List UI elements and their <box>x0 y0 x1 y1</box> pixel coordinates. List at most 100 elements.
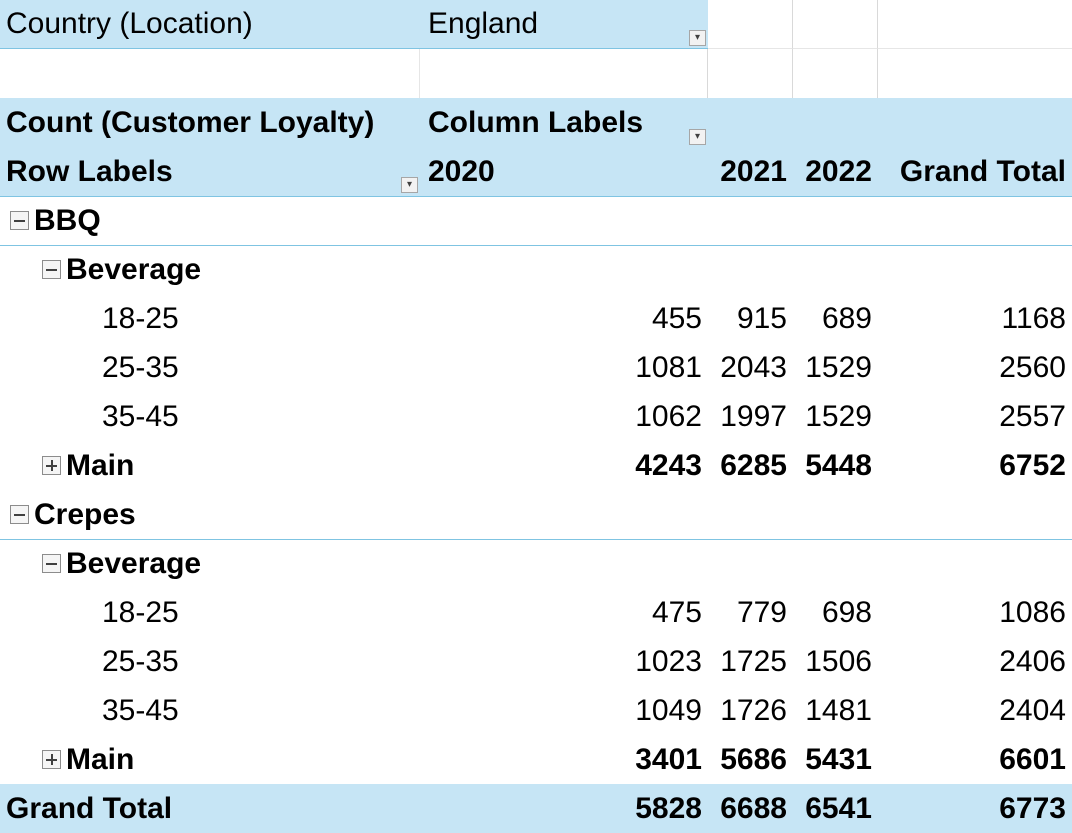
table-row: 25-35 1023 1725 1506 2406 <box>0 637 1072 686</box>
value-cell[interactable]: 1481 <box>805 693 872 727</box>
group-row: BBQ <box>0 196 1072 246</box>
value-cell[interactable]: 1062 <box>635 399 702 433</box>
value-cell[interactable]: 455 <box>651 301 702 335</box>
year-header: 2020 <box>428 154 495 188</box>
grand-total-value[interactable]: 6541 <box>805 791 872 825</box>
total-cell[interactable]: 1086 <box>999 595 1066 629</box>
value-cell[interactable]: 4243 <box>635 448 702 482</box>
subgroup-label-cell[interactable]: Beverage <box>0 245 420 294</box>
grand-total-value[interactable]: 6688 <box>720 791 787 825</box>
column-labels-text: Column Labels <box>428 105 644 139</box>
row-label: 18-25 <box>102 595 179 629</box>
empty-cell[interactable] <box>878 49 1072 98</box>
value-cell[interactable]: 5431 <box>805 742 872 776</box>
row-label: 18-25 <box>102 301 179 335</box>
filter-field-label: Country (Location) <box>0 0 420 49</box>
empty-cell[interactable] <box>420 49 708 98</box>
value-cell[interactable]: 1023 <box>635 644 702 678</box>
value-cell[interactable]: 779 <box>736 595 787 629</box>
value-cell[interactable]: 1529 <box>805 350 872 384</box>
group-label-cell[interactable]: BBQ <box>0 196 420 245</box>
grand-total-label: Grand Total <box>6 791 173 825</box>
table-row: 18-25 455 915 689 1168 <box>0 294 1072 343</box>
blank-row <box>0 49 1072 98</box>
row-labels-text: Row Labels <box>6 154 173 188</box>
value-cell[interactable]: 5448 <box>805 448 872 482</box>
main-label: Main <box>66 742 135 776</box>
year-header: 2021 <box>720 154 787 188</box>
table-row: 18-25 475 779 698 1086 <box>0 588 1072 637</box>
value-cell[interactable]: 475 <box>651 595 702 629</box>
row-label: 25-35 <box>102 644 179 678</box>
value-cell[interactable]: 5686 <box>720 742 787 776</box>
group-label: Crepes <box>34 497 136 531</box>
subtotal-row: Main 4243 6285 5448 6752 <box>0 441 1072 490</box>
subtotal-row: Main 3401 5686 5431 6601 <box>0 735 1072 785</box>
value-cell[interactable]: 1997 <box>720 399 787 433</box>
value-cell[interactable]: 1081 <box>635 350 702 384</box>
empty-cell[interactable] <box>793 0 878 49</box>
grand-total-overall[interactable]: 6773 <box>999 791 1066 825</box>
value-cell[interactable]: 1726 <box>720 693 787 727</box>
filter-value-cell[interactable]: England ▾ <box>420 0 708 49</box>
total-cell[interactable]: 2560 <box>999 350 1066 384</box>
table-row: 25-35 1081 2043 1529 2560 <box>0 343 1072 392</box>
empty-cell[interactable] <box>708 49 793 98</box>
empty-cell[interactable] <box>878 0 1072 49</box>
filter-dropdown-icon[interactable]: ▾ <box>689 30 706 46</box>
value-cell[interactable]: 1049 <box>635 693 702 727</box>
subgroup-label-cell[interactable]: Beverage <box>0 539 420 588</box>
subgroup-label: Beverage <box>66 252 202 286</box>
total-cell[interactable]: 1168 <box>1001 301 1066 335</box>
subgroup-row: Beverage <box>0 539 1072 588</box>
value-cell[interactable]: 1725 <box>720 644 787 678</box>
group-label-cell[interactable]: Crepes <box>0 490 420 539</box>
year-header: 2022 <box>805 154 872 188</box>
total-cell[interactable]: 2557 <box>999 399 1066 433</box>
group-row: Crepes <box>0 490 1072 540</box>
row-labels-dropdown-icon[interactable]: ▾ <box>401 177 418 193</box>
total-cell[interactable]: 6752 <box>999 448 1066 482</box>
collapse-icon[interactable] <box>42 260 61 279</box>
collapse-icon[interactable] <box>42 554 61 573</box>
value-cell[interactable]: 1506 <box>805 644 872 678</box>
column-labels-cell[interactable]: Column Labels ▾ <box>420 98 708 147</box>
value-cell[interactable]: 698 <box>821 595 872 629</box>
expand-icon[interactable] <box>42 456 61 475</box>
value-field-label: Count (Customer Loyalty) <box>6 105 375 139</box>
empty-cell[interactable] <box>0 49 420 98</box>
subgroup-row: Beverage <box>0 245 1072 294</box>
report-filter-row: Country (Location) England ▾ <box>0 0 1072 49</box>
group-label: BBQ <box>34 203 101 237</box>
value-cell[interactable]: 6285 <box>720 448 787 482</box>
grand-total-value[interactable]: 5828 <box>635 791 702 825</box>
empty-cell[interactable] <box>793 49 878 98</box>
row-labels-cell[interactable]: Row Labels ▾ <box>0 147 420 196</box>
expand-icon[interactable] <box>42 750 61 769</box>
value-cell[interactable]: 689 <box>821 301 872 335</box>
main-label-cell[interactable]: Main <box>0 735 420 784</box>
table-row: 35-45 1049 1726 1481 2404 <box>0 686 1072 735</box>
subgroup-label: Beverage <box>66 546 202 580</box>
row-label: 25-35 <box>102 350 179 384</box>
total-cell[interactable]: 2404 <box>999 693 1066 727</box>
grand-total-header: Grand Total <box>899 154 1066 188</box>
column-labels-dropdown-icon[interactable]: ▾ <box>689 129 706 145</box>
empty-cell[interactable] <box>708 0 793 49</box>
collapse-icon[interactable] <box>10 505 29 524</box>
total-cell[interactable]: 2406 <box>999 644 1066 678</box>
main-label-cell[interactable]: Main <box>0 441 420 490</box>
column-headers-row: Row Labels ▾ 2020 2021 2022 Grand Total <box>0 147 1072 197</box>
main-label: Main <box>66 448 135 482</box>
collapse-icon[interactable] <box>10 211 29 230</box>
value-cell[interactable]: 3401 <box>635 742 702 776</box>
pivot-header-row: Count (Customer Loyalty) Column Labels ▾ <box>0 98 1072 147</box>
grand-total-row: Grand Total 5828 6688 6541 6773 <box>0 784 1072 833</box>
filter-value: England <box>428 7 539 40</box>
row-label: 35-45 <box>102 399 179 433</box>
total-cell[interactable]: 6601 <box>999 742 1066 776</box>
table-row: 35-45 1062 1997 1529 2557 <box>0 392 1072 441</box>
value-cell[interactable]: 2043 <box>720 350 787 384</box>
value-cell[interactable]: 1529 <box>805 399 872 433</box>
value-cell[interactable]: 915 <box>736 301 787 335</box>
